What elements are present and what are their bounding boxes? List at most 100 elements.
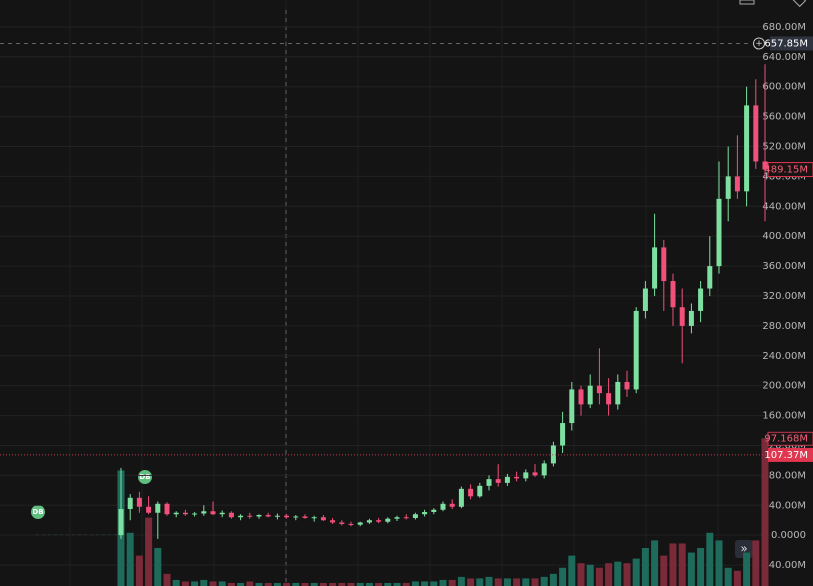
candle-body: [725, 176, 731, 199]
candle-body: [136, 497, 142, 507]
volume-bar: [200, 579, 208, 586]
candle-body: [762, 161, 768, 170]
candle-body: [412, 514, 418, 518]
toolbar-icon[interactable]: [739, 0, 755, 5]
add-alert-icon[interactable]: [753, 37, 765, 50]
last-price-label: 489.15M: [764, 165, 808, 176]
volume-bar: [163, 573, 171, 586]
candle-body: [127, 497, 133, 510]
candle-body: [182, 512, 188, 515]
y-tick-label: 0.0000: [771, 530, 806, 541]
candle-body: [624, 381, 630, 390]
candle-body: [652, 247, 658, 289]
y-tick-label: 520.00M: [762, 142, 806, 153]
volume-bar: [329, 582, 337, 586]
volume-bar: [706, 532, 714, 586]
y-tick-label: 200.00M: [762, 381, 806, 392]
volume-bar: [752, 540, 760, 586]
scroll-icon[interactable]: »: [740, 542, 747, 556]
candle-body: [192, 513, 198, 515]
candle-body: [449, 503, 455, 507]
candle-body: [734, 176, 740, 192]
volume-bar: [513, 578, 521, 586]
db-marker: [31, 505, 45, 519]
volume-bar: [375, 582, 383, 586]
candle-body: [468, 488, 474, 497]
candle-body: [164, 503, 170, 515]
volume-bar: [191, 581, 199, 586]
candle-body: [633, 310, 639, 390]
candle-body: [679, 307, 685, 326]
volume-bar: [430, 581, 438, 586]
candle-body: [440, 503, 446, 510]
candle-body: [228, 512, 234, 518]
volume-bar: [697, 548, 705, 586]
volume-bar: [237, 582, 245, 586]
candle-body: [550, 445, 556, 464]
volume-bar: [246, 581, 254, 586]
candle-body: [661, 247, 667, 282]
volume-bar: [687, 552, 695, 586]
candle-body: [210, 511, 216, 515]
candle-body: [403, 517, 409, 519]
candle-body: [238, 515, 244, 518]
volume-bar: [347, 582, 355, 586]
volume-bar: [503, 578, 511, 586]
y-tick-label: 240.00M: [762, 351, 806, 362]
candle-body: [320, 517, 326, 521]
toolbar-icon[interactable]: [791, 0, 807, 8]
candle-body: [504, 476, 510, 483]
level-price-box: [768, 447, 813, 462]
candle-body: [523, 472, 529, 479]
volume-bar: [145, 517, 153, 586]
candle-body: [495, 479, 501, 483]
volume-bar: [273, 582, 281, 586]
db-marker-text: DB: [32, 508, 43, 516]
volume-bar: [494, 578, 502, 586]
volume-bar: [678, 543, 686, 586]
add-alert-plus: +: [755, 39, 763, 49]
candle-body: [596, 385, 602, 394]
volume-bar: [172, 579, 180, 586]
volume-bar: [595, 567, 603, 586]
volume-bar: [586, 564, 594, 586]
candle-body: [118, 509, 124, 536]
candle-body: [477, 485, 483, 497]
volume-bar: [154, 548, 162, 586]
volume-bar: [623, 563, 631, 586]
volume-bar: [743, 552, 751, 586]
candle-body: [146, 506, 152, 513]
candle-body: [532, 472, 538, 476]
candle-body: [274, 515, 280, 517]
volume-bar: [467, 578, 475, 586]
volume-bar: [384, 582, 392, 586]
candle-body: [458, 488, 464, 507]
volume-bar: [255, 582, 263, 586]
level-price-label: 107.37M: [764, 450, 808, 461]
volume-bar: [227, 582, 235, 586]
db-marker-text: DB: [139, 473, 150, 481]
candle-body: [422, 512, 428, 515]
volume-label: 97.168M: [764, 433, 808, 444]
y-tick-label: 280.00M: [762, 321, 806, 332]
crosshair-price-box: [770, 36, 813, 51]
volume-bar: [568, 555, 576, 586]
candle-body: [339, 522, 345, 524]
y-tick-label: 360.00M: [762, 261, 806, 272]
candle-body: [569, 389, 575, 424]
volume-bar: [724, 567, 732, 586]
candle-body: [155, 503, 161, 513]
volume-bar: [310, 582, 318, 586]
volume-bar: [301, 582, 309, 586]
y-tick-label: 600.00M: [762, 82, 806, 93]
volume-bar: [559, 567, 567, 586]
y-tick-label: 560.00M: [762, 112, 806, 123]
candle-body: [431, 509, 437, 513]
volume-bar: [531, 578, 539, 586]
candle-body: [541, 463, 547, 476]
candle-body: [744, 105, 750, 192]
candle-body: [514, 476, 520, 479]
volume-bar: [733, 570, 741, 586]
candle-body: [256, 514, 262, 517]
